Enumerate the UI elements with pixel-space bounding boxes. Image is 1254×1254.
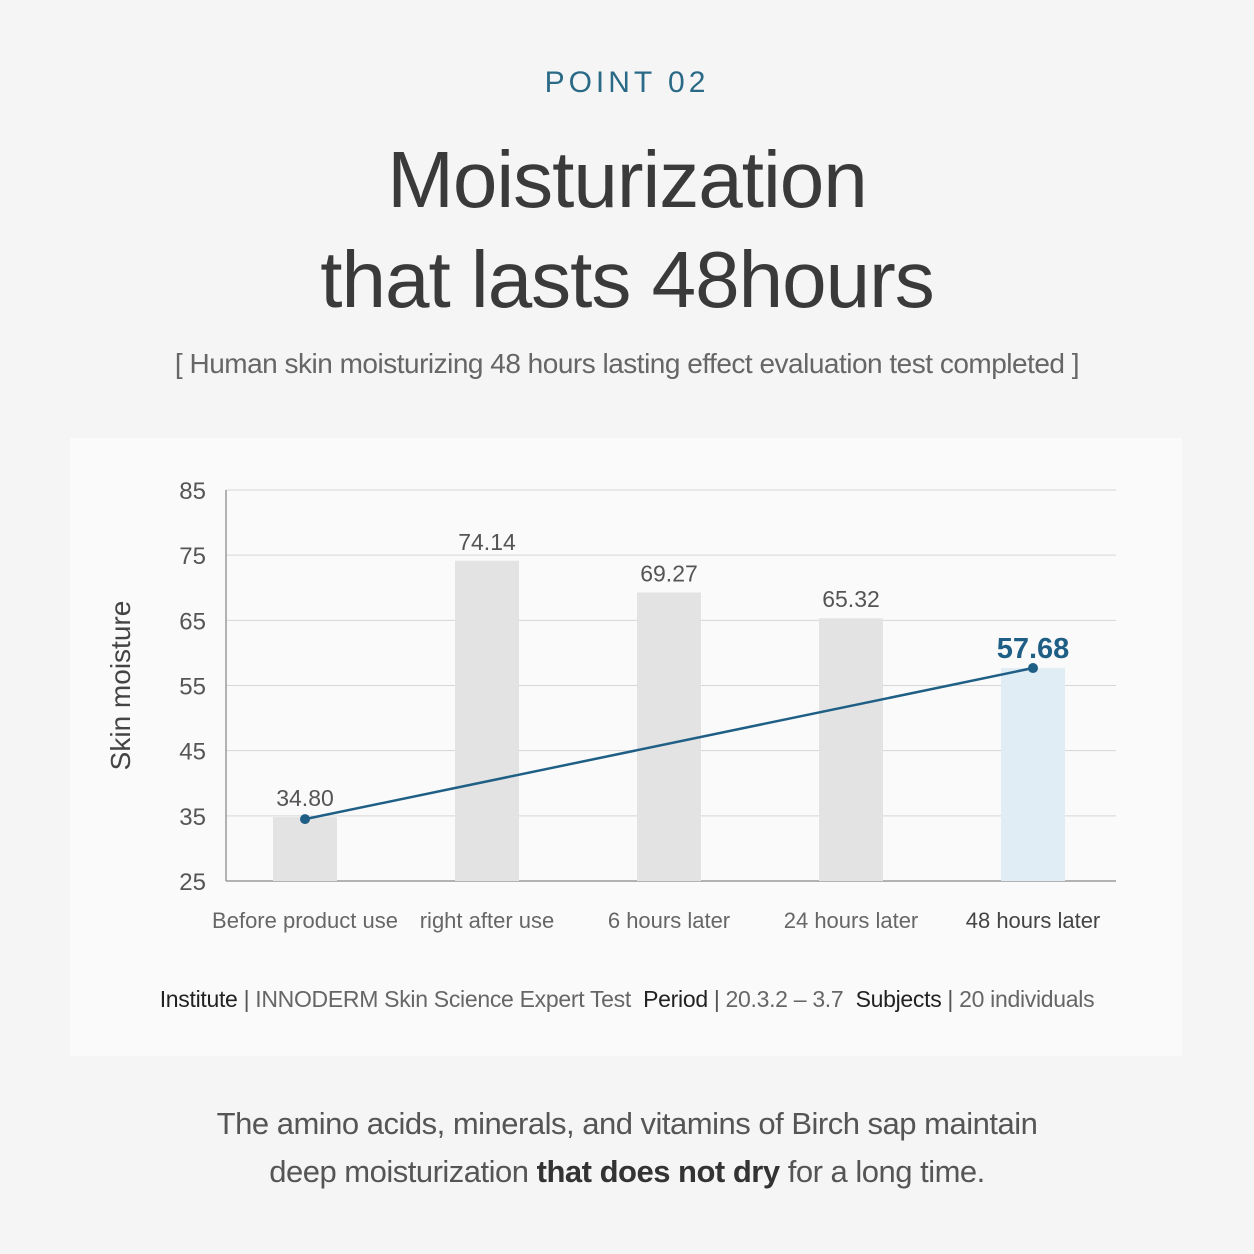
y-tick-label: 35 — [179, 804, 206, 831]
description-line-2-start: deep moisturization — [269, 1154, 537, 1189]
trend-point-start — [300, 814, 310, 825]
period-label: Period — [643, 986, 708, 1012]
trend-point-end — [1028, 663, 1038, 674]
title-line-1: Moisturization — [387, 135, 868, 224]
study-info: Institute | INNODERM Skin Science Expert T… — [0, 986, 1254, 1013]
point-label: POINT 02 — [544, 66, 710, 99]
bars — [273, 560, 1065, 881]
y-tick-label: 25 — [179, 869, 206, 896]
institute-value: INNODERM Skin Science Expert Test — [255, 986, 631, 1012]
institute-label: Institute — [159, 986, 238, 1012]
period-value: 20.3.2 – 3.7 — [725, 986, 844, 1012]
description-line-2-end: for a long time. — [779, 1154, 986, 1189]
description-line-1: The amino acids, minerals, and vitamins … — [216, 1106, 1038, 1141]
subjects-label: Subjects — [855, 986, 942, 1012]
trend-line-group — [300, 663, 1038, 825]
separator: | — [243, 986, 250, 1012]
data-label: 34.80 — [276, 785, 334, 811]
separator: | — [947, 986, 954, 1012]
moisture-chart: Skin moisture 85 75 65 55 45 35 25 34.80 Before p… — [105, 478, 1116, 933]
data-label: 65.32 — [822, 586, 880, 612]
title-line-2: that lasts 48hours — [320, 235, 934, 324]
x-tick-label: 6 hours later — [608, 908, 730, 933]
y-tick-label: 55 — [179, 674, 206, 701]
y-axis-title: Skin moisture — [105, 601, 136, 771]
y-tick-label: 85 — [179, 478, 206, 505]
x-tick-label: Before product use — [212, 908, 398, 933]
x-tick-label: 48 hours later — [966, 908, 1101, 933]
x-tick-label: 24 hours later — [784, 908, 919, 933]
separator: | — [713, 986, 720, 1012]
chart-card: Skin moisture 85 75 65 55 45 35 25 34.80 Before p… — [70, 438, 1182, 1056]
subtitle: [ Human skin moisturizing 48 hours lasti… — [174, 348, 1080, 379]
bar — [819, 618, 883, 881]
labels: Skin moisture 85 75 65 55 45 35 25 34.80 Before p… — [105, 478, 1100, 933]
y-tick-label: 45 — [179, 739, 206, 766]
data-label: 74.14 — [458, 529, 516, 555]
description-line-2: deep moisturization that does not dry fo… — [0, 1154, 1254, 1190]
bar — [637, 592, 701, 881]
x-tick-label: right after use — [420, 908, 555, 933]
trend-line — [304, 666, 1034, 821]
y-tick-label: 65 — [179, 608, 206, 635]
bar — [455, 560, 519, 881]
data-label: 57.68 — [997, 633, 1070, 665]
subjects-value: 20 individuals — [959, 986, 1095, 1012]
y-tick-label: 75 — [179, 543, 206, 570]
data-label: 69.27 — [640, 561, 698, 587]
bar — [1001, 668, 1065, 881]
bar — [273, 817, 337, 881]
description-emphasis: that does not dry — [536, 1154, 780, 1189]
